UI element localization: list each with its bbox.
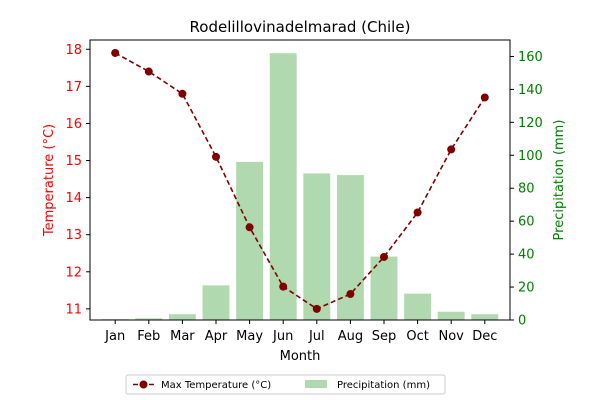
x-axis: Jan Feb Mar Apr May Jun Jul Aug Sep Oct Nov Dec bbox=[104, 320, 497, 344]
x-tick-label: Jun bbox=[272, 329, 293, 344]
legend-label-precipitation: Precipitation (mm) bbox=[337, 380, 430, 391]
x-tick-label: Jan bbox=[104, 329, 125, 344]
temperature-line-path bbox=[114, 52, 486, 310]
left-y-tick-label: 15 bbox=[65, 154, 82, 169]
temperature-point bbox=[480, 93, 489, 102]
precipitation-bar bbox=[370, 256, 398, 320]
temperature-point bbox=[245, 223, 254, 232]
x-tick-label: Dec bbox=[472, 329, 497, 344]
temperature-point bbox=[413, 208, 422, 217]
legend-box bbox=[125, 374, 446, 395]
precipitation-bar bbox=[236, 161, 264, 320]
temperature-point bbox=[312, 304, 321, 313]
right-y-axis: 0 20 40 60 80 100 120 140 160 bbox=[510, 50, 543, 329]
temperature-point bbox=[380, 252, 388, 261]
legend-line-marker bbox=[139, 380, 148, 389]
x-tick-label: Feb bbox=[137, 329, 160, 344]
temperature-point bbox=[447, 145, 456, 154]
precipitation-bar bbox=[202, 285, 230, 320]
temperature-line bbox=[111, 48, 489, 313]
right-y-tick-label: 40 bbox=[518, 248, 535, 263]
x-tick-label: May bbox=[236, 329, 263, 344]
precipitation-bar bbox=[168, 314, 196, 320]
legend-bar-swatch bbox=[305, 380, 327, 388]
left-y-tick-label: 14 bbox=[65, 191, 82, 206]
precipitation-bar bbox=[437, 311, 465, 320]
right-y-tick-label: 120 bbox=[518, 116, 543, 131]
right-y-tick-label: 60 bbox=[518, 215, 535, 230]
precipitation-bar bbox=[135, 318, 163, 320]
left-y-axis: 11 12 13 14 15 16 17 18 bbox=[65, 43, 90, 317]
right-y-tick-label: 140 bbox=[518, 83, 543, 98]
temperature-point bbox=[178, 89, 187, 98]
legend: Max Temperature (°C) Precipitation (mm) bbox=[125, 374, 446, 395]
left-y-tick-label: 12 bbox=[65, 265, 82, 280]
temperature-point bbox=[212, 152, 220, 161]
x-axis-label: Month bbox=[280, 349, 321, 364]
x-tick-label: Sep bbox=[372, 329, 397, 344]
left-y-tick-label: 18 bbox=[65, 43, 82, 58]
x-tick-label: Nov bbox=[439, 329, 465, 344]
precipitation-bar bbox=[471, 314, 499, 320]
precipitation-bar bbox=[404, 293, 432, 320]
x-tick-label: Oct bbox=[406, 329, 428, 344]
right-y-tick-label: 0 bbox=[518, 314, 526, 329]
precipitation-bar bbox=[303, 173, 331, 320]
x-tick-label: Jul bbox=[308, 329, 325, 344]
right-y-tick-label: 80 bbox=[518, 182, 535, 197]
right-y-tick-label: 20 bbox=[518, 281, 535, 296]
left-y-tick-label: 17 bbox=[65, 80, 82, 95]
right-y-axis-label: Precipitation (mm) bbox=[552, 120, 567, 241]
chart-title: Rodelillovinadelmarad (Chile) bbox=[190, 18, 411, 36]
left-y-tick-label: 11 bbox=[65, 302, 82, 317]
x-tick-label: Mar bbox=[170, 329, 195, 344]
right-y-tick-label: 160 bbox=[518, 50, 543, 65]
temperature-point bbox=[144, 67, 153, 76]
precipitation-bar bbox=[269, 53, 297, 321]
precipitation-bars bbox=[101, 53, 499, 321]
temperature-point bbox=[346, 290, 355, 299]
temperature-point bbox=[279, 282, 288, 291]
legend-label-temperature: Max Temperature (°C) bbox=[161, 380, 271, 391]
left-y-tick-label: 16 bbox=[65, 117, 82, 132]
temperature-point bbox=[111, 48, 120, 57]
left-y-tick-label: 13 bbox=[65, 228, 82, 243]
right-y-tick-label: 100 bbox=[518, 149, 543, 164]
x-tick-label: Aug bbox=[338, 329, 363, 344]
left-y-axis-label: Temperature (°C) bbox=[42, 124, 57, 237]
x-tick-label: Apr bbox=[205, 329, 228, 344]
plot-frame bbox=[89, 39, 511, 321]
